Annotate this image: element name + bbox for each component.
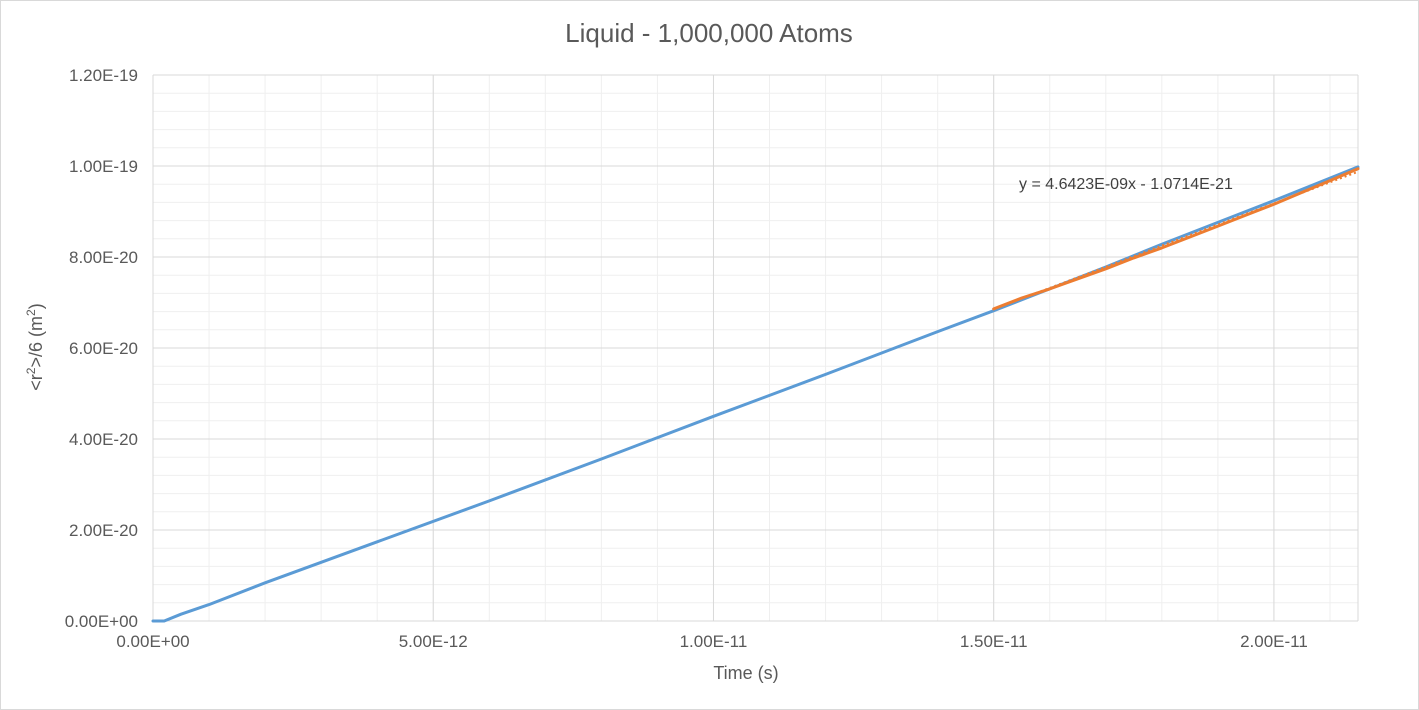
x-tick-label: 1.50E-11 (960, 632, 1028, 651)
series-line-1 (151, 165, 1360, 623)
y-tick-label: 0.00E+00 (65, 612, 138, 631)
y-axis-title: <r2>/6 (m2) (24, 303, 46, 390)
y-axis-title-part: 2 (24, 309, 38, 316)
x-axis-ticks: 0.00E+00 5.00E-12 1.00E-11 1.50E-11 2.00E-11 (116, 632, 1307, 651)
y-tick-label: 1.00E-19 (69, 157, 138, 176)
x-tick-label: 1.00E-11 (680, 632, 748, 651)
y-tick-label: 8.00E-20 (69, 248, 138, 267)
y-tick-label: 4.00E-20 (69, 430, 138, 449)
y-tick-label: 2.00E-20 (69, 521, 138, 540)
gridlines (152, 74, 1359, 622)
y-tick-label: 1.20E-19 (69, 66, 138, 85)
chart-title: Liquid - 1,000,000 Atoms (565, 18, 853, 48)
x-axis-title: Time (s) (713, 663, 778, 683)
series-layer (151, 165, 1360, 623)
y-axis-title-part: >/6 (m (26, 316, 46, 368)
x-tick-label: 0.00E+00 (116, 632, 189, 651)
x-tick-label: 5.00E-12 (399, 632, 468, 651)
y-axis-title-part: ) (26, 303, 46, 309)
y-tick-label: 6.00E-20 (69, 339, 138, 358)
y-axis-ticks: 0.00E+00 2.00E-20 4.00E-20 6.00E-20 8.00E-20… (65, 66, 138, 631)
trendline-equation: y = 4.6423E-09x - 1.0714E-21 (1019, 176, 1233, 193)
y-axis-title-part: 2 (24, 367, 38, 374)
x-tick-label: 2.00E-11 (1240, 632, 1308, 651)
y-axis-title-part: <r (26, 374, 46, 391)
series-line-2 (992, 167, 1360, 311)
